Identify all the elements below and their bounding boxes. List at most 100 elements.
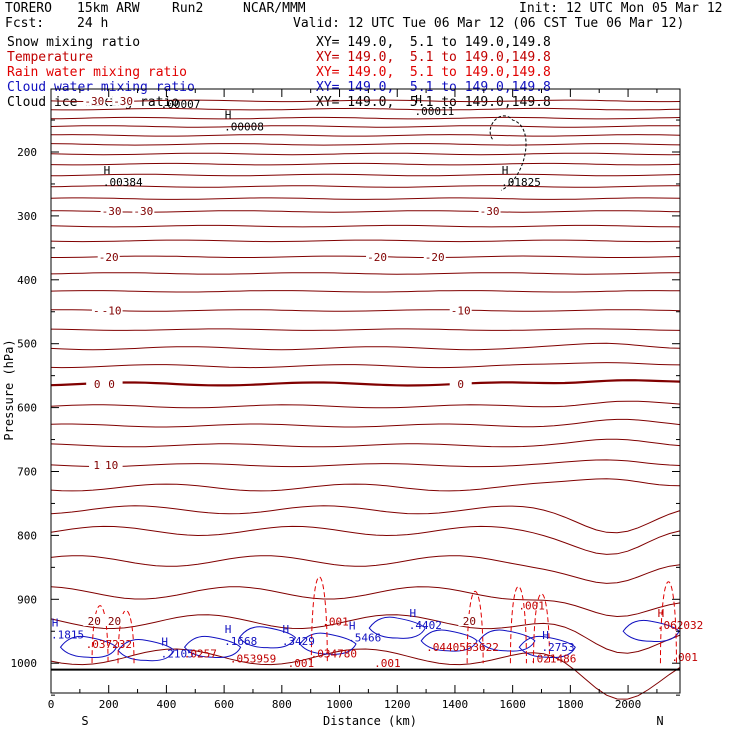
isotherm-label: -30 — [480, 205, 500, 218]
isotherm-line — [50, 162, 681, 166]
isotherm-label: 20 — [88, 615, 101, 628]
label-bg — [97, 249, 120, 262]
isotherm-line — [50, 505, 681, 534]
isotherm-line — [50, 418, 681, 428]
label-bg — [132, 203, 155, 216]
isotherm-label: 0 — [108, 378, 115, 391]
label-bg — [449, 303, 472, 316]
legend-snow-name: Snow mixing ratio — [7, 35, 141, 50]
label-bg — [458, 614, 481, 627]
header-init: Init: 12 UTC Mon 05 Mar 12 — [519, 1, 723, 16]
extremum-value: .021486 — [530, 653, 576, 666]
rain-water-contour — [91, 605, 109, 664]
extremum-value: .3429 — [282, 635, 315, 648]
isotherm-line — [50, 290, 681, 293]
label-bg — [366, 249, 389, 262]
x-tick-label: 200 — [99, 698, 119, 711]
isotherm-line — [50, 116, 681, 120]
extremum-mark: H — [283, 623, 290, 636]
isotherm-line — [50, 125, 681, 128]
extremum-mark: H — [225, 623, 232, 636]
isotherm-label: -30 — [113, 95, 133, 108]
extremum-mark: H — [349, 620, 356, 633]
x-tick-label: 2000 — [615, 698, 642, 711]
cloud-water-contour — [420, 629, 478, 652]
isotherm-label: -20 — [367, 251, 387, 264]
isotherm-label: -20 — [99, 251, 119, 264]
isotherm-label: -20 — [425, 251, 445, 264]
isotherm-line — [50, 362, 681, 369]
x-tick-label: 1200 — [384, 698, 411, 711]
isotherm-line — [50, 379, 681, 387]
isotherm-line — [50, 309, 681, 312]
isotherm-line — [50, 555, 681, 584]
y-tick-label: 200 — [17, 146, 37, 159]
y-tick-label: 400 — [17, 274, 37, 287]
isotherm-label: 20 — [108, 615, 121, 628]
isotherm-line — [51, 255, 681, 258]
isotherm-line — [50, 152, 681, 156]
isotherm-line — [50, 400, 681, 409]
y-tick-label: 900 — [17, 593, 37, 606]
rain-water-contour — [310, 576, 328, 664]
end-label-left: S — [81, 714, 88, 728]
label-bg — [449, 376, 472, 389]
isotherm-label: -10 — [451, 304, 471, 317]
label-bg — [103, 614, 126, 627]
header-fcst-label: Fcst: — [5, 16, 45, 31]
legend-temperature-name: Temperature — [7, 50, 94, 65]
extremum-value: .001 — [518, 600, 545, 613]
isotherm-line — [50, 342, 681, 351]
x-tick-label: 1000 — [326, 698, 353, 711]
header-resolution: 15km ARW — [77, 1, 140, 16]
extremum-value: .0257 — [184, 648, 217, 661]
x-tick-label: 800 — [272, 698, 292, 711]
isotherm-line — [50, 239, 681, 243]
y-axis-title: Pressure (hPa) — [2, 339, 16, 440]
isotherm-label: 0 — [457, 378, 464, 391]
y-tick-label: 300 — [17, 210, 37, 223]
extremum-value: .2105 — [161, 648, 194, 661]
label-bg — [83, 93, 106, 106]
extremum-value: .1668 — [224, 635, 257, 648]
extremum-mark: H — [52, 616, 59, 629]
extremum-value: .0440563622 — [426, 641, 499, 654]
y-tick-label: 500 — [17, 338, 37, 351]
y-tick-label: 1000 — [11, 657, 38, 670]
x-tick-label: 600 — [214, 698, 234, 711]
label-bg — [112, 93, 135, 106]
isotherm-line — [50, 134, 681, 137]
label-bg — [478, 203, 501, 216]
cloud-water-contour — [518, 635, 576, 659]
extremum-value: .001 — [322, 616, 349, 629]
isotherm-line — [50, 143, 681, 146]
extremum-value: .053959 — [230, 653, 276, 666]
header-model: TORERO — [5, 1, 52, 16]
rain-water-contour — [659, 581, 677, 664]
cloud-water-contour — [299, 632, 357, 655]
extremum-value: .037232 — [86, 638, 132, 651]
extremum-mark: H — [415, 93, 422, 106]
extremum-value: .001 — [374, 657, 401, 670]
cloud-water-contour — [238, 626, 297, 649]
isotherm-line — [51, 173, 681, 177]
snow-contour — [489, 115, 527, 191]
legend-rain-name: Rain water mixing ratio — [7, 65, 188, 80]
isotherm-label: -10 — [102, 304, 122, 317]
isotherm-line — [50, 459, 681, 468]
header-valid: Valid: 12 UTC Tue 06 Mar 12 (06 CST Tue … — [293, 16, 685, 31]
contour-labels: -30-30-30-30-30-20-20-20-10-10-100001010… — [51, 93, 703, 670]
plot-frame — [50, 88, 681, 694]
legend-cloudice-range: XY= 149.0, 5.1 to 149.0,149.8 — [316, 95, 551, 110]
isotherm-line — [50, 224, 681, 228]
legend-snow-range: XY= 149.0, 5.1 to 149.0,149.8 — [316, 35, 551, 50]
isotherm-line — [50, 648, 681, 700]
extremum-value: .4402 — [409, 619, 442, 632]
extremum-value: .034780 — [311, 648, 357, 661]
label-bg — [423, 249, 446, 262]
legend-cloudwater-name: Cloud water mixing ratio — [7, 80, 195, 95]
cloud-water-contour — [183, 635, 242, 659]
extremum-value: .2753 — [542, 641, 575, 654]
isotherm-label: 20 — [463, 615, 476, 628]
extremum-mark: H — [225, 108, 232, 121]
